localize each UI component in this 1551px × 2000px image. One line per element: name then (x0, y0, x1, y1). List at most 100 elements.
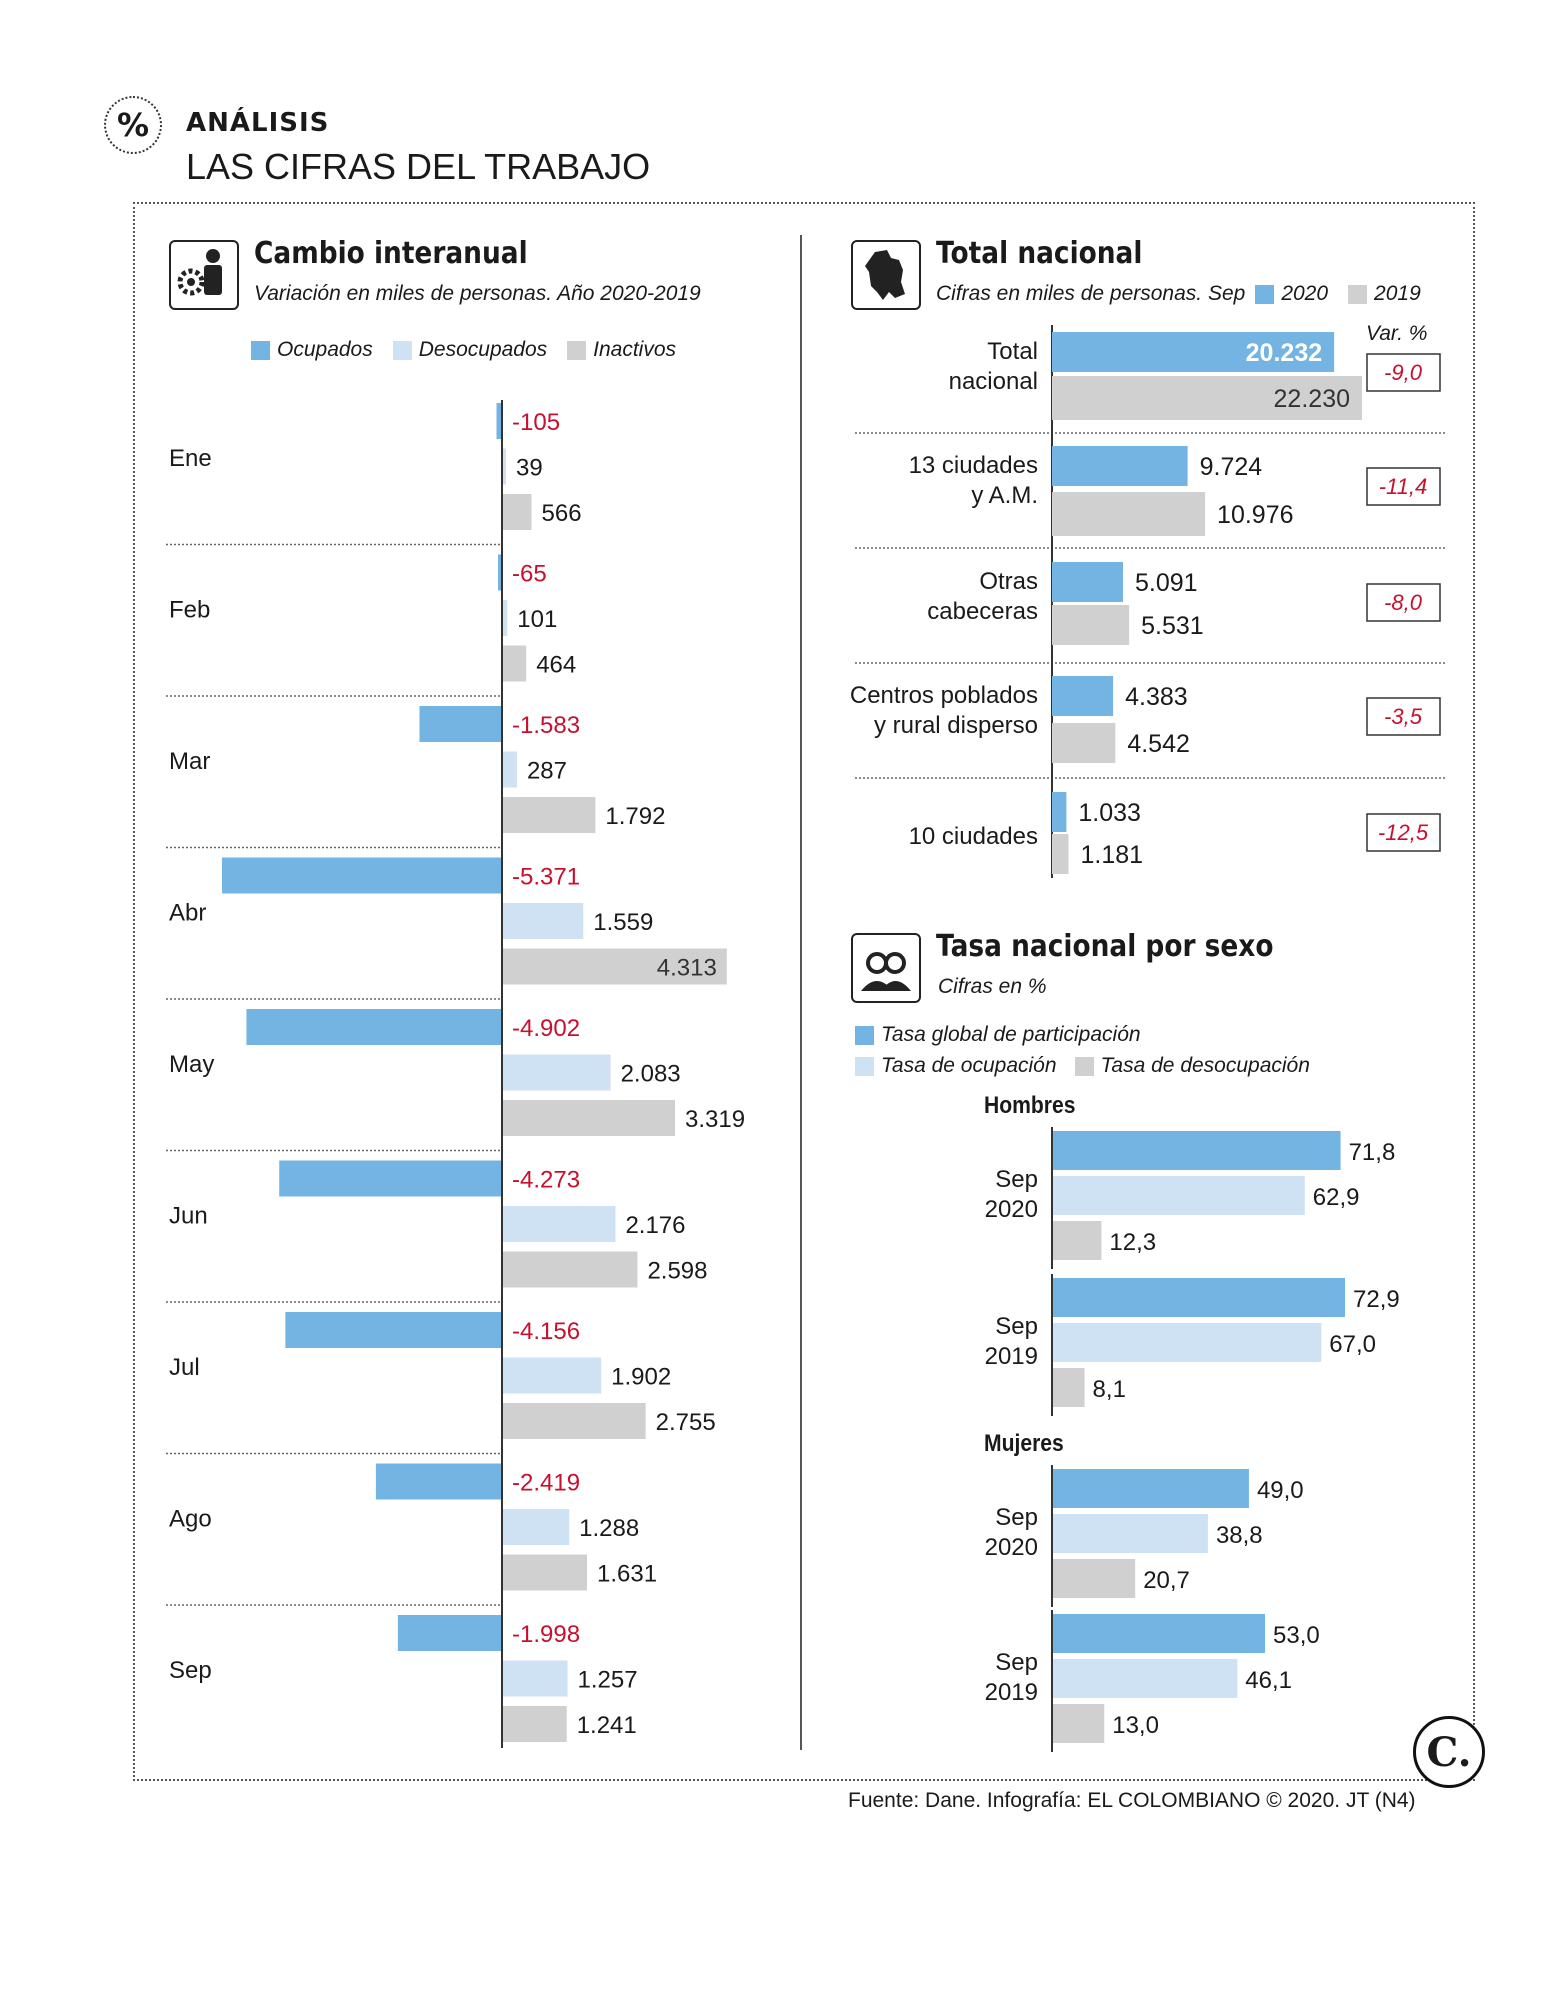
period-label: Sep (995, 1649, 1038, 1676)
legend-ocupados: Ocupados (251, 338, 373, 362)
value-label-2020: 1.033 (1078, 799, 1141, 827)
month-label: Mar (169, 748, 210, 775)
var-pct-value: -9,0 (1384, 360, 1423, 385)
category-label: cabeceras (927, 598, 1038, 625)
value-label-2019: 10.976 (1217, 501, 1293, 529)
month-label: Ene (169, 445, 212, 472)
bar-2019 (1052, 376, 1362, 420)
bar-rate (1052, 1278, 1345, 1317)
period-label: 2020 (985, 1534, 1038, 1561)
var-pct-value: -8,0 (1384, 590, 1423, 615)
bar-2020 (1052, 446, 1188, 486)
right-top-title: Total nacional (936, 236, 1143, 271)
value-label-inactivos: 1.792 (605, 803, 665, 830)
legend-inactivos: Inactivos (567, 338, 676, 362)
legend-row-2: Tasa de ocupación Tasa de desocupación (855, 1054, 1310, 1078)
bar-rate (1052, 1469, 1249, 1508)
month-label: Ago (169, 1506, 212, 1533)
value-label-inactivos: 1.241 (577, 1712, 637, 1739)
bar-ocupados (279, 1160, 502, 1197)
value-label-ocupados: -4.156 (512, 1318, 580, 1345)
bar-ocupados (285, 1312, 502, 1348)
var-pct-value: -12,5 (1378, 820, 1429, 845)
category-label: Centros poblados (850, 682, 1038, 709)
rate-value-label: 72,9 (1353, 1286, 1400, 1313)
legend-2019: 2019 (1348, 282, 1421, 306)
period-label: Sep (995, 1313, 1038, 1340)
value-label-ocupados: -65 (512, 561, 547, 588)
rate-value-label: 12,3 (1109, 1229, 1156, 1256)
bar-ocupados (496, 403, 502, 439)
category-label: nacional (949, 368, 1038, 395)
category-label: Total (987, 338, 1038, 365)
rate-value-label: 53,0 (1273, 1622, 1320, 1649)
rate-value-label: 71,8 (1349, 1139, 1396, 1166)
value-label-desocupados: 1.559 (593, 909, 653, 936)
logo-text: C. (1426, 1728, 1472, 1776)
bar-desocupados (502, 1206, 616, 1242)
period-label: 2019 (985, 1343, 1038, 1370)
value-label-desocupados: 1.288 (579, 1515, 639, 1542)
rate-value-label: 38,8 (1216, 1522, 1263, 1549)
rate-value-label: 13,0 (1112, 1712, 1159, 1739)
bar-ocupados (222, 857, 502, 894)
bar-desocupados (502, 448, 506, 485)
right-top-subtitle-row: Cifras en miles de personas. Sep 2020 20… (936, 282, 1421, 306)
value-label-inactivos: 4.313 (657, 955, 717, 982)
people-icon (851, 933, 921, 1003)
bar-2020 (1052, 332, 1335, 372)
percent-badge-icon: % (104, 96, 162, 154)
var-pct-box (1366, 697, 1441, 736)
right-bottom-subtitle: Cifras en % (938, 975, 1047, 998)
bar-desocupados (502, 903, 584, 939)
category-label: y rural disperso (874, 712, 1038, 739)
category-label: y A.M. (971, 482, 1038, 509)
percent-badge-text: % (116, 106, 150, 144)
value-label-inactivos: 3.319 (685, 1106, 745, 1133)
var-pct-box (1366, 813, 1441, 852)
page-title: LAS CIFRAS DEL TRABAJO (186, 146, 651, 187)
bar-2020 (1052, 676, 1114, 716)
legend-occupation: Tasa de ocupación (855, 1054, 1057, 1078)
legend-participation: Tasa global de participación (855, 1023, 1141, 1047)
rate-value-label: 67,0 (1329, 1331, 1376, 1358)
value-label-inactivos: 1.631 (597, 1561, 657, 1588)
section-kicker: ANÁLISIS (186, 108, 330, 138)
legend-2020: 2020 (1255, 282, 1328, 306)
category-label: 10 ciudades (909, 823, 1038, 850)
month-label: Jun (169, 1203, 208, 1230)
month-label: Feb (169, 597, 210, 624)
content-frame (133, 202, 1475, 1781)
period-label: Sep (995, 1504, 1038, 1531)
bar-desocupados (502, 1509, 570, 1545)
value-label-2020: 20.232 (1246, 339, 1322, 367)
bar-rate (1052, 1176, 1305, 1215)
month-label: May (169, 1051, 214, 1078)
rate-value-label: 46,1 (1245, 1667, 1292, 1694)
interannual-chart: Ene -105 39 566 Feb -65 101 464 Mar -1.583 287 1.79… (166, 400, 745, 1748)
group-title: Hombres (984, 1092, 1075, 1119)
month-label: Jul (169, 1354, 200, 1381)
category-label: Otras (979, 568, 1038, 595)
bar-desocupados (502, 1357, 602, 1394)
bar-rate (1052, 1704, 1105, 1743)
bar-2019 (1052, 605, 1130, 645)
bar-rate (1052, 1368, 1085, 1407)
value-label-desocupados: 1.902 (611, 1364, 671, 1391)
value-label-2019: 4.542 (1127, 730, 1190, 758)
bar-rate (1052, 1659, 1238, 1698)
value-label-ocupados: -4.273 (512, 1167, 580, 1194)
colombia-map-icon (851, 240, 921, 310)
var-pct-box (1366, 467, 1441, 506)
value-label-ocupados: -1.583 (512, 712, 580, 739)
bar-inactivos (502, 948, 727, 985)
month-label: Sep (169, 1657, 212, 1684)
legend-desocupados: Desocupados (392, 338, 547, 362)
value-label-ocupados: -2.419 (512, 1470, 580, 1497)
period-label: Sep (995, 1166, 1038, 1193)
bar-ocupados (246, 1009, 502, 1045)
bar-ocupados (375, 1463, 502, 1500)
left-title: Cambio interanual (254, 236, 528, 271)
value-label-ocupados: -1.998 (512, 1621, 580, 1648)
bar-ocupados (419, 706, 502, 742)
